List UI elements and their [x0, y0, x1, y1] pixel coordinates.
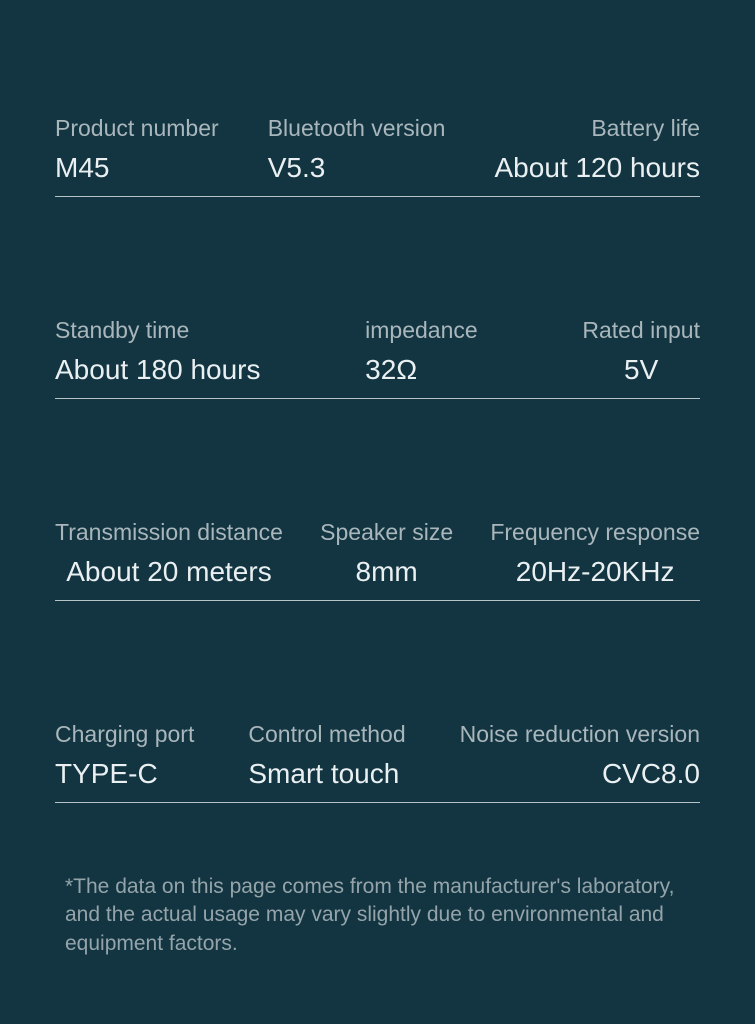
spec-label: Battery life — [591, 115, 700, 142]
spec-value: About 180 hours — [55, 354, 261, 386]
spec-label: Rated input — [582, 317, 700, 344]
spec-value: About 120 hours — [495, 152, 701, 184]
spec-transmission-distance: Transmission distance About 20 meters — [55, 519, 283, 588]
spec-value: 8mm — [356, 556, 418, 588]
spec-charging-port: Charging port TYPE-C — [55, 721, 194, 790]
spec-rated-input: Rated input 5V — [582, 317, 700, 386]
spec-value: CVC8.0 — [602, 758, 700, 790]
spec-value: Smart touch — [248, 758, 399, 790]
spec-bluetooth-version: Bluetooth version V5.3 — [268, 115, 446, 184]
spec-row-3: Transmission distance About 20 meters Sp… — [55, 519, 700, 601]
spec-product-number: Product number M45 — [55, 115, 219, 184]
spec-label: Speaker size — [320, 519, 453, 546]
spec-value: 5V — [624, 354, 658, 386]
spec-row-2: Standby time About 180 hours impedance 3… — [55, 317, 700, 399]
spec-label: Noise reduction version — [460, 721, 700, 748]
spec-battery-life: Battery life About 120 hours — [495, 115, 701, 184]
spec-value: About 20 meters — [66, 556, 271, 588]
spec-control-method: Control method Smart touch — [248, 721, 405, 790]
spec-value: 32Ω — [365, 354, 417, 386]
spec-label: Frequency response — [490, 519, 700, 546]
spec-label: Control method — [248, 721, 405, 748]
spec-frequency-response: Frequency response 20Hz-20KHz — [490, 519, 700, 588]
spec-noise-reduction-version: Noise reduction version CVC8.0 — [460, 721, 700, 790]
spec-value: V5.3 — [268, 152, 326, 184]
spec-label: Transmission distance — [55, 519, 283, 546]
spec-label: Bluetooth version — [268, 115, 446, 142]
spec-impedance: impedance 32Ω — [365, 317, 478, 386]
disclaimer-text: *The data on this page comes from the ma… — [55, 873, 700, 958]
spec-label: Standby time — [55, 317, 189, 344]
spec-speaker-size: Speaker size 8mm — [320, 519, 453, 588]
spec-value: 20Hz-20KHz — [516, 556, 675, 588]
spec-row-4: Charging port TYPE-C Control method Smar… — [55, 721, 700, 803]
spec-standby-time: Standby time About 180 hours — [55, 317, 261, 386]
spec-row-1: Product number M45 Bluetooth version V5.… — [55, 115, 700, 197]
spec-label: impedance — [365, 317, 478, 344]
spec-label: Charging port — [55, 721, 194, 748]
spec-value: M45 — [55, 152, 109, 184]
spec-label: Product number — [55, 115, 219, 142]
spec-value: TYPE-C — [55, 758, 158, 790]
